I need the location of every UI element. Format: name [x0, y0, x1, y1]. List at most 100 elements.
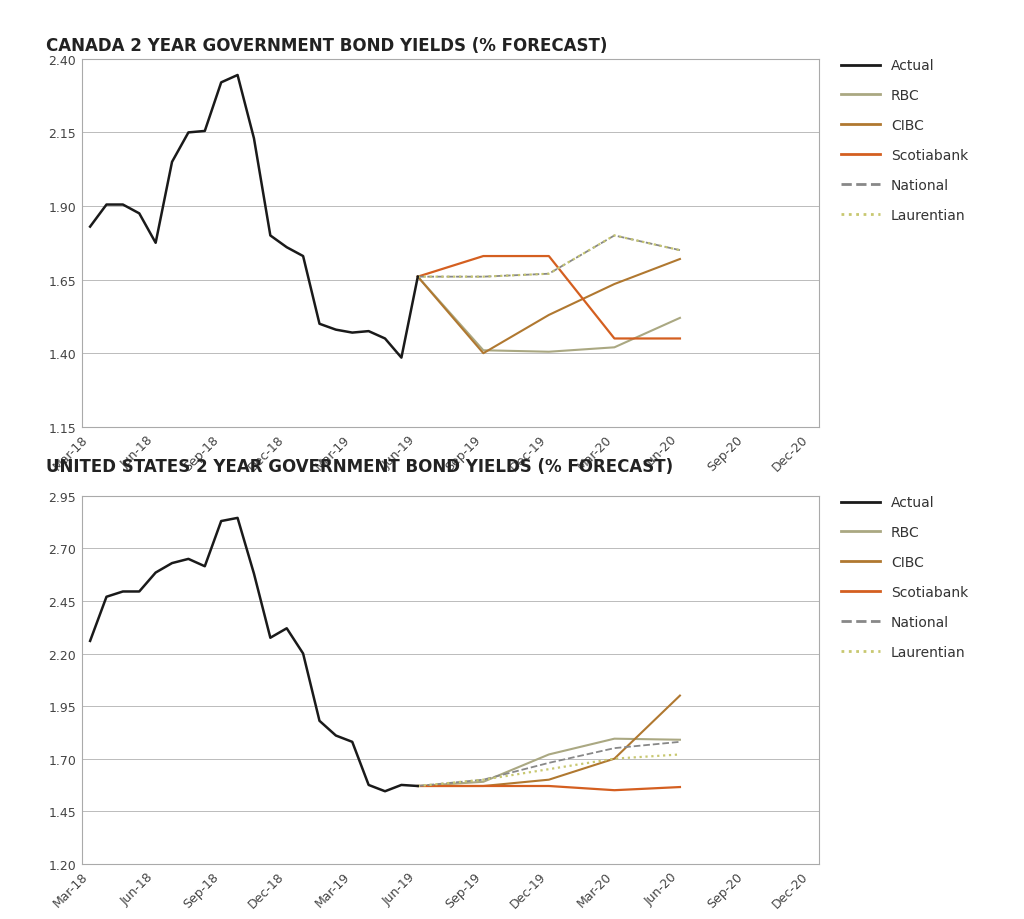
CIBC — [412, 780, 424, 791]
CIBC — [674, 690, 686, 701]
Actual — [395, 353, 408, 364]
Laurentian — [477, 775, 489, 786]
Actual — [297, 251, 309, 262]
Actual — [248, 569, 260, 580]
Actual — [150, 238, 162, 249]
RBC — [412, 272, 424, 283]
Actual — [166, 558, 178, 569]
RBC — [674, 734, 686, 745]
National — [412, 780, 424, 791]
CIBC — [674, 255, 686, 266]
Laurentian — [412, 780, 424, 791]
Actual — [166, 157, 178, 168]
RBC — [543, 346, 555, 357]
National — [477, 775, 489, 786]
Actual — [313, 716, 326, 727]
Actual — [313, 319, 326, 330]
CIBC — [412, 272, 424, 283]
RBC — [608, 343, 621, 354]
Legend: Actual, RBC, CIBC, Scotiabank, National, Laurentian: Actual, RBC, CIBC, Scotiabank, National,… — [841, 60, 968, 223]
Actual — [362, 326, 375, 337]
RBC — [543, 749, 555, 760]
Actual — [182, 554, 195, 565]
National — [674, 245, 686, 256]
Line: National: National — [418, 742, 680, 786]
Actual — [412, 272, 424, 283]
Laurentian — [608, 231, 621, 242]
Actual — [182, 128, 195, 139]
Actual — [117, 199, 129, 210]
Actual — [346, 328, 358, 339]
Scotiabank — [543, 780, 555, 791]
Actual — [281, 623, 293, 634]
Scotiabank — [608, 334, 621, 345]
CIBC — [608, 279, 621, 290]
Actual — [379, 334, 391, 345]
Actual — [362, 779, 375, 790]
Actual — [264, 632, 276, 643]
Line: Laurentian: Laurentian — [418, 236, 680, 278]
CIBC — [543, 310, 555, 321]
Actual — [330, 731, 342, 742]
Actual — [297, 648, 309, 659]
RBC — [608, 733, 621, 744]
Actual — [84, 636, 96, 647]
National — [543, 269, 555, 280]
Line: Scotiabank: Scotiabank — [418, 256, 680, 339]
Actual — [379, 786, 391, 797]
Scotiabank — [608, 785, 621, 796]
Actual — [231, 513, 244, 524]
Actual — [100, 199, 113, 210]
Laurentian — [543, 764, 555, 775]
RBC — [674, 313, 686, 324]
Line: Laurentian: Laurentian — [418, 754, 680, 786]
Line: CIBC: CIBC — [418, 260, 680, 354]
Actual — [133, 586, 145, 597]
Laurentian — [674, 749, 686, 760]
Laurentian — [674, 245, 686, 256]
Actual — [215, 78, 227, 89]
Actual — [84, 221, 96, 233]
Text: CANADA 2 YEAR GOVERNMENT BOND YIELDS (% FORECAST): CANADA 2 YEAR GOVERNMENT BOND YIELDS (% … — [46, 37, 607, 55]
Scotiabank — [477, 251, 489, 262]
Actual — [199, 562, 211, 573]
Scotiabank — [674, 334, 686, 345]
Text: UNITED STATES 2 YEAR GOVERNMENT BOND YIELDS (% FORECAST): UNITED STATES 2 YEAR GOVERNMENT BOND YIE… — [46, 458, 673, 476]
Scotiabank — [477, 780, 489, 791]
Scotiabank — [412, 780, 424, 791]
Actual — [150, 567, 162, 578]
Actual — [133, 209, 145, 220]
Actual — [395, 779, 408, 790]
National — [412, 272, 424, 283]
Scotiabank — [674, 782, 686, 793]
Line: RBC: RBC — [418, 739, 680, 786]
Line: Actual: Actual — [90, 518, 418, 791]
Line: RBC: RBC — [418, 278, 680, 352]
National — [543, 757, 555, 768]
Laurentian — [412, 272, 424, 283]
RBC — [477, 777, 489, 788]
Laurentian — [608, 754, 621, 765]
Actual — [215, 516, 227, 527]
CIBC — [477, 348, 489, 359]
Line: Scotiabank: Scotiabank — [418, 786, 680, 790]
Actual — [281, 243, 293, 254]
RBC — [412, 780, 424, 791]
CIBC — [477, 780, 489, 791]
National — [608, 231, 621, 242]
Laurentian — [543, 269, 555, 280]
Line: Actual: Actual — [90, 76, 418, 358]
Actual — [100, 592, 113, 603]
National — [608, 743, 621, 754]
Actual — [264, 231, 276, 242]
Actual — [117, 586, 129, 597]
Line: CIBC: CIBC — [418, 696, 680, 786]
Actual — [199, 126, 211, 137]
Laurentian — [477, 272, 489, 283]
Scotiabank — [412, 272, 424, 283]
RBC — [477, 346, 489, 357]
Actual — [330, 324, 342, 335]
Actual — [231, 71, 244, 82]
Actual — [346, 736, 358, 747]
CIBC — [608, 754, 621, 765]
